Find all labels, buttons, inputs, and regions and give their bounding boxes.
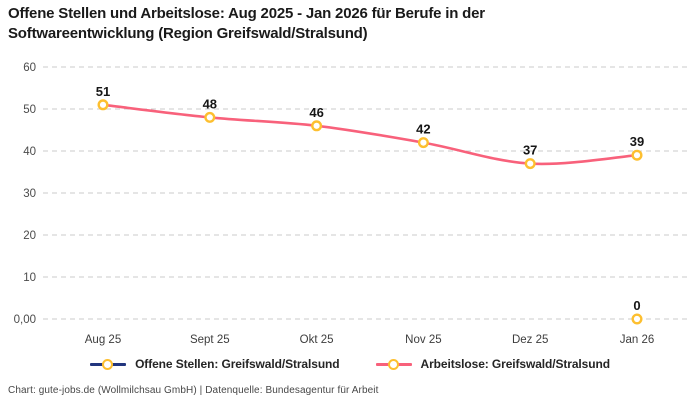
y-axis-tick-label: 20	[23, 230, 36, 242]
data-point-marker[interactable]	[417, 137, 429, 149]
legend-item-offene-stellen: Offene Stellen: Greifswald/Stralsund	[90, 357, 340, 371]
legend-marker-icon	[102, 359, 114, 370]
data-point-marker[interactable]	[204, 111, 216, 123]
legend-label-offene-stellen: Offene Stellen: Greifswald/Stralsund	[135, 357, 340, 371]
data-point-marker[interactable]	[97, 99, 109, 111]
x-axis-label: Nov 25	[405, 334, 441, 346]
data-point-label: 0	[633, 298, 640, 313]
data-point-label: 51	[96, 84, 110, 99]
y-axis-tick-label: 0,00	[14, 314, 36, 326]
x-axis-label: Okt 25	[300, 334, 334, 346]
data-point-label: 39	[630, 134, 644, 149]
data-point-label: 42	[416, 122, 430, 137]
x-axis-label: Dez 25	[512, 334, 548, 346]
chart-title: Offene Stellen und Arbeitslose: Aug 2025…	[8, 5, 485, 42]
y-axis-tick-label: 30	[23, 188, 36, 200]
x-axis-label: Jan 26	[620, 334, 655, 346]
data-point-marker[interactable]	[524, 158, 536, 170]
data-point-label: 48	[203, 96, 217, 111]
data-point-marker[interactable]	[631, 149, 643, 161]
legend-marker-icon	[387, 359, 399, 370]
legend-swatch-offene-stellen	[90, 358, 127, 370]
legend-swatch-arbeitslose	[375, 358, 412, 370]
legend-label-arbeitslose: Arbeitslose: Greifswald/Stralsund	[420, 357, 611, 371]
data-point-marker[interactable]	[311, 120, 323, 132]
y-axis-tick-label: 10	[23, 272, 36, 284]
data-point-label: 37	[523, 143, 537, 158]
x-axis-label: Aug 25	[85, 334, 121, 346]
y-axis-tick-label: 40	[23, 146, 36, 158]
series-line	[101, 103, 639, 166]
y-axis-tick-label: 60	[23, 62, 36, 74]
y-axis-tick-label: 50	[23, 104, 36, 116]
data-point-label: 46	[309, 105, 323, 120]
chart-footer: Chart: gute-jobs.de (Wollmilchsau GmbH) …	[8, 385, 379, 396]
x-axis-label: Sept 25	[190, 334, 230, 346]
data-point-marker[interactable]	[631, 313, 643, 325]
legend-item-arbeitslose: Arbeitslose: Greifswald/Stralsund	[375, 357, 611, 371]
chart-legend: Offene Stellen: Greifswald/Stralsund Arb…	[0, 357, 700, 371]
